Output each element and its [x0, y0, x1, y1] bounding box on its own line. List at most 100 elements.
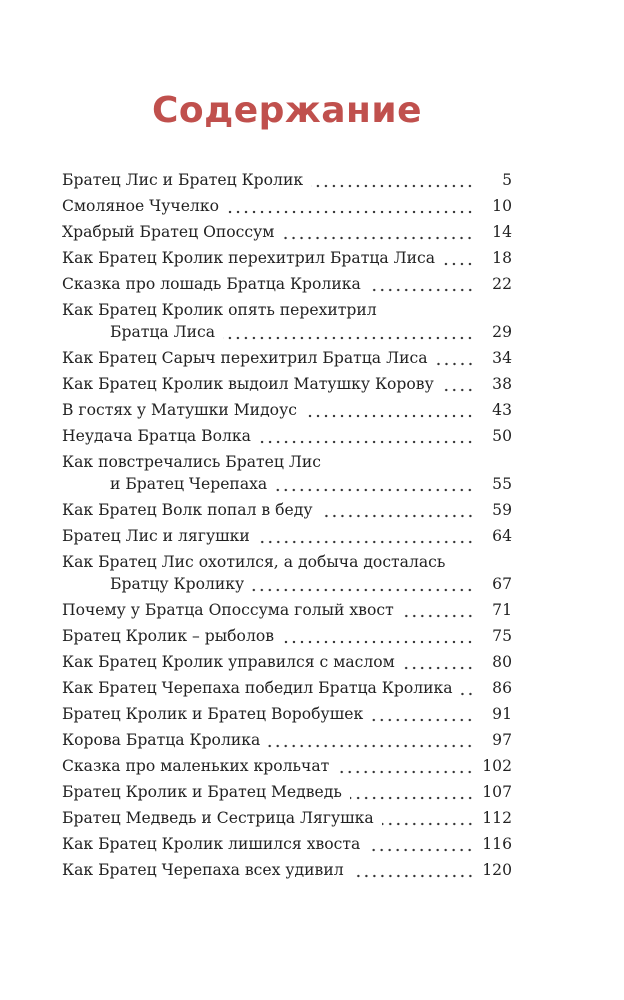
entry-title: Братца Лиса	[110, 323, 216, 341]
toc-entry[interactable]: Как Братец Сарыч перехитрил Братца Лиса 3…	[62, 347, 512, 369]
entry-title: Как Братец Сарыч перехитрил Братца Лиса	[62, 349, 428, 367]
entry-last-line: Смоляное Чучелко 10	[62, 195, 512, 217]
dot-leader	[381, 807, 474, 829]
toc-entry[interactable]: Как повстречались Братец Лис и Братец Чер…	[62, 451, 512, 495]
entry-last-line: Братцу Кролику 67	[62, 573, 512, 595]
toc-entry[interactable]: Братец Медведь и Сестрица Лягушка 112	[62, 807, 512, 829]
entry-title: В гостях у Матушки Мидоус	[62, 401, 297, 419]
toc-entry[interactable]: Братец Кролик – рыболов 75	[62, 625, 512, 647]
page-number: 120	[482, 861, 512, 879]
dot-leader	[275, 473, 474, 495]
entry-title: Почему у Братца Опоссума голый хвост	[62, 601, 394, 619]
entry-title: Братец Лис и Братец Кролик	[62, 171, 304, 189]
entry-last-line: Как Братец Черепаха всех удивил 120	[62, 859, 512, 881]
entry-title: Как Братец Кролик выдоил Матушку Корову	[62, 375, 434, 393]
entry-title: Братец Кролик – рыболов	[62, 627, 275, 645]
dot-leader	[282, 221, 474, 243]
page-number: 29	[492, 323, 512, 341]
entry-title: Сказка про лошадь Братца Кролика	[62, 275, 361, 293]
page-number: 112	[482, 809, 512, 827]
toc-entry[interactable]: Почему у Братца Опоссума голый хвост 71	[62, 599, 512, 621]
entry-last-line: и Братец Черепаха 55	[62, 473, 512, 495]
dot-leader	[441, 373, 474, 395]
dot-leader	[402, 651, 474, 673]
toc-entry[interactable]: Храбрый Братец Опоссум 14	[62, 221, 512, 243]
entry-last-line: Как Братец Кролик выдоил Матушку Корову 3…	[62, 373, 512, 395]
page-title: Содержание	[151, 90, 423, 131]
dot-leader	[252, 573, 474, 595]
dot-leader	[223, 321, 474, 343]
dot-leader	[401, 599, 474, 621]
page-number: 50	[492, 427, 512, 445]
entry-title: Братец Лис и лягушки	[62, 527, 250, 545]
toc-entry[interactable]: В гостях у Матушки Мидоус 43	[62, 399, 512, 421]
toc-entry[interactable]: Братец Лис и Братец Кролик 5	[62, 169, 512, 191]
page-number: 71	[492, 601, 512, 619]
dot-leader	[371, 703, 474, 725]
page-number: 102	[482, 757, 512, 775]
dot-leader	[320, 499, 474, 521]
toc-entry[interactable]: Корова Братца Кролика 97	[62, 729, 512, 751]
entry-last-line: Неудача Братца Волка 50	[62, 425, 512, 447]
toc-entry[interactable]: Братец Кролик и Братец Воробушек 91	[62, 703, 512, 725]
toc-entry[interactable]: Сказка про лошадь Братца Кролика 22	[62, 273, 512, 295]
entry-last-line: Корова Братца Кролика 97	[62, 729, 512, 751]
dot-leader	[226, 195, 474, 217]
entry-title: Смоляное Чучелко	[62, 197, 219, 215]
dot-leader	[258, 425, 474, 447]
toc-entry[interactable]: Как Братец Кролик управился с маслом 80	[62, 651, 512, 673]
entry-last-line: Братца Лиса 29	[62, 321, 512, 343]
dot-leader	[268, 729, 474, 751]
page-number: 18	[492, 249, 512, 267]
page-number: 38	[492, 375, 512, 393]
page-number: 97	[492, 731, 512, 749]
toc-entry[interactable]: Неудача Братца Волка 50	[62, 425, 512, 447]
page-number: 5	[502, 171, 512, 189]
entry-title: Неудача Братца Волка	[62, 427, 251, 445]
toc-entry[interactable]: Как Братец Кролик лишился хвоста 116	[62, 833, 512, 855]
entry-title: Как Братец Кролик управился с маслом	[62, 653, 395, 671]
entry-title: Братец Медведь и Сестрица Лягушка	[62, 809, 374, 827]
entry-title: Как Братец Волк попал в беду	[62, 501, 313, 519]
toc-entry[interactable]: Как Братец Черепаха всех удивил 120	[62, 859, 512, 881]
toc-entry[interactable]: Братец Кролик и Братец Медведь 107	[62, 781, 512, 803]
page-number: 34	[492, 349, 512, 367]
toc-entry[interactable]: Как Братец Кролик опять перехитрил Братца…	[62, 299, 512, 343]
page-number: 14	[492, 223, 512, 241]
toc-entry[interactable]: Братец Лис и лягушки 64	[62, 525, 512, 547]
entry-last-line: В гостях у Матушки Мидоус 43	[62, 399, 512, 421]
dot-leader	[304, 399, 474, 421]
page-number: 91	[492, 705, 512, 723]
toc-entry[interactable]: Как Братец Волк попал в беду 59	[62, 499, 512, 521]
entry-last-line: Братец Кролик и Братец Воробушек 91	[62, 703, 512, 725]
toc-entry[interactable]: Как Братец Кролик перехитрил Братца Лиса…	[62, 247, 512, 269]
toc-entry[interactable]: Смоляное Чучелко 10	[62, 195, 512, 217]
entry-last-line: Сказка про лошадь Братца Кролика 22	[62, 273, 512, 295]
entry-last-line: Сказка про маленьких крольчат 102	[62, 755, 512, 777]
page-number: 67	[492, 575, 512, 593]
entry-title: Братец Кролик и Братец Медведь	[62, 783, 342, 801]
entry-last-line: Как Братец Кролик лишился хвоста 116	[62, 833, 512, 855]
entry-title: Как Братец Кролик перехитрил Братца Лиса	[62, 249, 436, 267]
toc-entry[interactable]: Как Братец Кролик выдоил Матушку Корову 3…	[62, 373, 512, 395]
entry-title: Братец Кролик и Братец Воробушек	[62, 705, 364, 723]
page-number: 22	[492, 275, 512, 293]
dot-leader	[368, 273, 474, 295]
entry-title: Братцу Кролику	[110, 575, 245, 593]
dot-leader	[257, 525, 474, 547]
dot-leader	[443, 247, 474, 269]
entry-title-line: Как Братец Кролик опять перехитрил	[62, 301, 377, 319]
entry-title-line: Как повстречались Братец Лис	[62, 453, 322, 471]
dot-leader	[351, 859, 474, 881]
entry-title: Как Братец Черепаха всех удивил	[62, 861, 344, 879]
toc-entry[interactable]: Сказка про маленьких крольчат 102	[62, 755, 512, 777]
toc-entry[interactable]: Как Братец Лис охотился, а добыча достал…	[62, 551, 512, 595]
dot-leader	[282, 625, 474, 647]
entry-last-line: Как Братец Кролик управился с маслом 80	[62, 651, 512, 673]
entry-last-line: Братец Лис и Братец Кролик 5	[62, 169, 512, 191]
entry-last-line: Как Братец Сарыч перехитрил Братца Лиса 3…	[62, 347, 512, 369]
dot-leader	[337, 755, 474, 777]
entry-last-line: Братец Медведь и Сестрица Лягушка 112	[62, 807, 512, 829]
toc-entry[interactable]: Как Братец Черепаха победил Братца Кроли…	[62, 677, 512, 699]
page-number: 55	[492, 475, 512, 493]
